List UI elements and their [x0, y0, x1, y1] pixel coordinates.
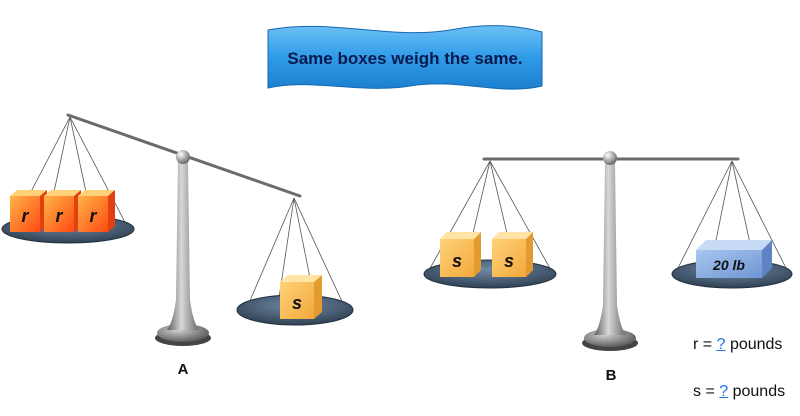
- scale-b-pivot: [603, 151, 617, 165]
- answer-s-unit: pounds: [732, 383, 786, 400]
- scale-a-pole: [167, 162, 199, 330]
- scale-a-label: A: [178, 361, 189, 378]
- banner-ribbon: [267, 25, 543, 90]
- scale-a-box-r-2: r: [44, 190, 81, 232]
- answer-s-variable: s: [693, 383, 701, 400]
- box-s-a-label: s: [292, 293, 302, 313]
- answer-r-blank[interactable]: ?: [716, 336, 726, 353]
- box-s-b2-label: s: [504, 251, 514, 271]
- scale-a-box-r-1: r: [10, 190, 47, 232]
- scale-b-box-s-1: s: [440, 232, 481, 277]
- scale-a: r r r s A: [1, 113, 354, 378]
- scale-b-pole: [594, 163, 626, 335]
- answer-s: s = ? pounds: [693, 383, 785, 401]
- scale-b-label: B: [606, 367, 617, 384]
- answer-r-variable: r: [693, 336, 699, 353]
- banner: Same boxes weigh the same.: [267, 25, 543, 90]
- answer-s-equals: =: [705, 383, 715, 400]
- scale-a-box-r-3: r: [78, 190, 115, 232]
- scale-a-box-s: s: [280, 275, 322, 319]
- box-r-2-label: r: [55, 206, 63, 226]
- scale-b: s s 20 lb B: [423, 151, 793, 384]
- scale-b-box-s-2: s: [492, 232, 533, 277]
- scale-b-weight-box: 20 lb: [696, 240, 772, 278]
- answer-r-equals: =: [702, 336, 713, 353]
- box-r-1-label: r: [21, 206, 29, 226]
- banner-text: Same boxes weigh the same.: [287, 49, 522, 68]
- box-s-b1-label: s: [452, 251, 462, 271]
- answer-s-blank[interactable]: ?: [719, 383, 729, 400]
- weight-label: 20 lb: [712, 257, 745, 273]
- box-r-3-label: r: [89, 206, 97, 226]
- scale-a-pivot: [176, 150, 190, 164]
- answer-r-unit: pounds: [729, 336, 783, 353]
- answer-r: r = ? pounds: [693, 336, 782, 354]
